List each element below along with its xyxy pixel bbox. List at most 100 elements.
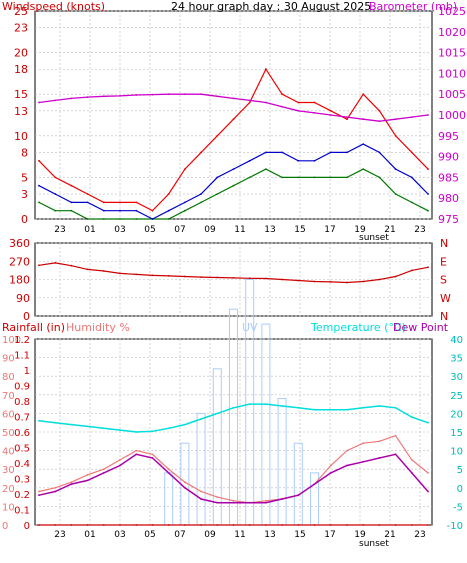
series-dewpoint-pt-8 <box>167 472 170 474</box>
series-barometer-pt-22 <box>394 118 397 121</box>
x-tick-top-3: 05 <box>144 225 155 235</box>
series-gust-pt-4 <box>102 201 105 204</box>
series-barometer-pt-23 <box>410 116 413 118</box>
series-wind-low-pt-14 <box>265 168 267 171</box>
series-rainfall-pt-13 <box>248 524 251 526</box>
y-tick-baro-6: 1005 <box>438 88 466 101</box>
series-rainfall-pt-6 <box>135 524 138 526</box>
y-tick-temp-4: 10 <box>450 447 463 458</box>
x-tick-bottom-1: 01 <box>84 530 95 540</box>
y-tick-temp-6: 20 <box>450 409 463 420</box>
series-barometer-pt-21 <box>378 120 381 123</box>
y-tick-temp-2: 0 <box>457 484 463 495</box>
baro-axis-title: Barometer (mb) <box>369 0 457 13</box>
series-temperature-pt-19 <box>346 408 348 411</box>
series-barometer-pt-14 <box>265 101 267 104</box>
series-barometer-pt-0 <box>38 101 40 104</box>
series-direction-pt-9 <box>184 275 186 278</box>
series-wind-low-pt-4 <box>102 218 105 220</box>
y-tick-rain-5: 0.5 <box>14 444 30 455</box>
series-barometer-pt-16 <box>297 109 300 112</box>
series-windspeed-pt-7 <box>151 218 154 220</box>
y-tick-temp-3: 5 <box>457 465 463 476</box>
series-temperature-pt-1 <box>54 421 57 424</box>
series-gust-pt-6 <box>135 201 138 204</box>
series-dewpoint-pt-2 <box>70 483 73 485</box>
series-gust-pt-23 <box>410 151 413 154</box>
x-tick-top-11: 21 <box>384 225 395 235</box>
series-gust-pt-16 <box>297 101 300 104</box>
y-tick-baro-7: 1010 <box>438 67 466 80</box>
y-tick-rain-3: 0.3 <box>14 475 30 486</box>
series-humidity-pt-3 <box>86 473 89 476</box>
series-windspeed-pt-18 <box>329 151 332 154</box>
y-tick-compass-0: N <box>440 310 448 323</box>
series-barometer-pt-3 <box>86 96 89 98</box>
series-rainfall-pt-0 <box>38 524 40 526</box>
series-gust-pt-7 <box>151 209 154 212</box>
series-dewpoint-pt-13 <box>248 501 251 504</box>
x-tick-bottom-11: 21 <box>384 530 395 540</box>
x-tick-bottom-2: 03 <box>114 530 125 540</box>
series-humidity-pt-14 <box>265 499 267 502</box>
series-temperature-pt-4 <box>102 427 105 430</box>
x-tick-top-7: 13 <box>264 225 275 235</box>
y-tick-wind-9: 23 <box>14 22 28 35</box>
y-tick-compass-4: N <box>440 237 448 250</box>
series-gust-pt-10 <box>200 151 203 154</box>
series-rainfall-pt-24 <box>427 524 429 526</box>
series-temperature-pt-6 <box>135 431 138 433</box>
series-windspeed-pt-9 <box>184 201 186 204</box>
series-humidity-pt-5 <box>119 459 121 461</box>
series-dewpoint-pt-3 <box>86 479 89 482</box>
series-rainfall-pt-8 <box>167 524 170 526</box>
series-temperature-pt-9 <box>184 423 186 426</box>
y-tick-rain-12: 1.2 <box>14 335 30 346</box>
series-dewpoint-pt-19 <box>346 464 348 467</box>
y-tick-rain-1: 0.1 <box>14 506 30 517</box>
y-tick-baro-5: 1000 <box>438 109 466 122</box>
series-dewpoint-pt-16 <box>297 494 300 497</box>
series-barometer-pt-7 <box>151 93 154 96</box>
series-windspeed-pt-14 <box>265 151 267 154</box>
series-wind-low-pt-3 <box>86 218 89 220</box>
series-temperature-pt-23 <box>410 416 413 418</box>
series-direction-pt-14 <box>265 277 267 280</box>
series-wind-low-pt-0 <box>38 201 40 204</box>
y-tick-temp-10: 40 <box>450 335 463 346</box>
series-wind-low-pt-13 <box>248 176 251 179</box>
y-tick-humidity-0: 0 <box>2 521 8 532</box>
y-tick-wind-5: 13 <box>14 105 28 118</box>
series-direction-pt-22 <box>394 275 397 278</box>
chart-title: 24 hour graph day : 30 August 2025 <box>171 0 371 13</box>
panel1-frame <box>34 10 433 220</box>
series-windspeed-pt-17 <box>313 159 316 162</box>
series-humidity-pt-9 <box>184 481 186 484</box>
series-rainfall-pt-16 <box>297 524 300 526</box>
y-tick-wind-8: 20 <box>14 47 28 60</box>
series-windspeed-pt-13 <box>248 159 251 162</box>
series-gust-pt-5 <box>119 201 121 204</box>
series-rainfall-pt-15 <box>281 524 283 526</box>
series-wind-low-pt-12 <box>232 184 235 187</box>
series-windspeed-pt-10 <box>200 193 203 195</box>
y-tick-baro-10: 1025 <box>438 5 466 18</box>
series-direction-pt-24 <box>427 266 429 269</box>
series-barometer-pt-6 <box>135 94 138 96</box>
y-tick-rain-7: 0.7 <box>14 413 30 424</box>
series-humidity-pt-18 <box>329 464 332 467</box>
series-wind-low-pt-10 <box>200 201 203 204</box>
y-tick-compass-2: S <box>440 274 447 287</box>
series-rainfall-pt-18 <box>329 524 332 526</box>
series-rainfall-pt-14 <box>265 524 267 526</box>
series-direction-pt-18 <box>329 281 332 283</box>
series-windspeed-pt-12 <box>232 168 235 171</box>
series-rainfall-pt-4 <box>102 524 105 526</box>
y-tick-temp-7: 25 <box>450 391 463 402</box>
series-direction-pt-16 <box>297 279 300 282</box>
series-direction-pt-3 <box>86 268 89 271</box>
axis-labels: 2323010103030505070709091111131315151717… <box>2 5 466 540</box>
series-direction-pt-2 <box>70 264 73 267</box>
